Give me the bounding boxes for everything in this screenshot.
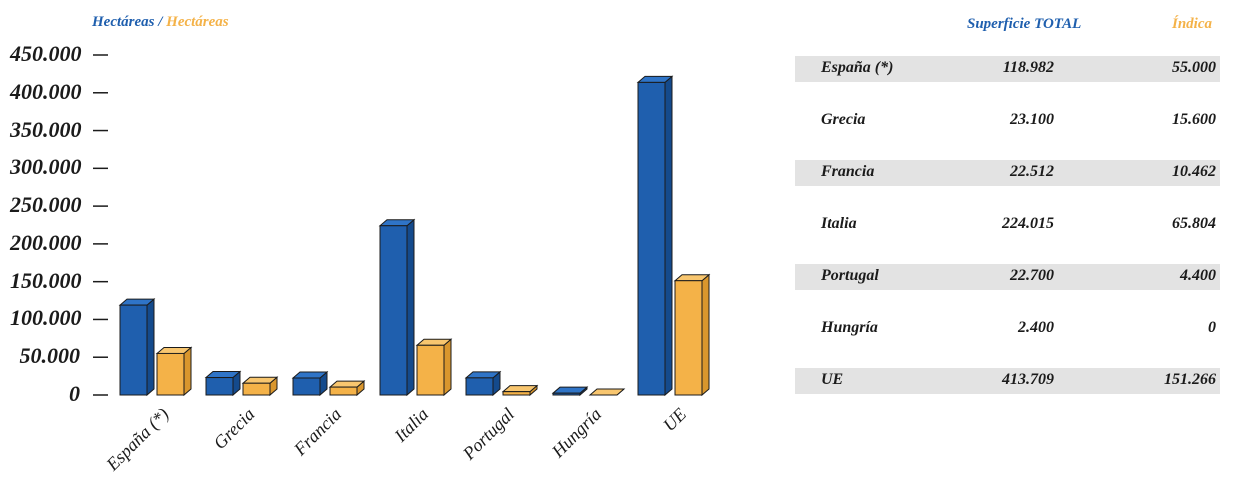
y-tick-label: 0 (69, 381, 80, 406)
table-header-total: Superficie TOTAL (967, 16, 1082, 32)
y-tick-label: 150.000 (10, 267, 82, 293)
row-country: Italia (821, 215, 857, 232)
legend-orange-label: Hectáreas (166, 14, 229, 30)
row-country: España (*) (821, 59, 894, 76)
row-indica: 151.266 (1164, 371, 1216, 388)
chart-legend: Hectáreas / Hectáreas (92, 14, 229, 31)
y-tick-label: 100.000 (10, 305, 82, 331)
bar-total (551, 386, 589, 397)
row-indica: 4.400 (1180, 267, 1216, 284)
y-tick-label: 50.000 (19, 343, 81, 369)
table-row: Hungría 2.400 0 (795, 316, 1220, 342)
legend-separator: / (158, 14, 163, 30)
bar-total (291, 370, 329, 397)
table-row: Francia 22.512 10.462 (795, 160, 1220, 186)
bar-indica (415, 338, 453, 397)
bar-total (378, 218, 416, 397)
row-indica: 65.804 (1172, 215, 1216, 232)
row-total: 224.015 (1002, 215, 1054, 232)
bar-indica (328, 380, 366, 397)
row-total: 22.700 (1010, 267, 1054, 284)
table-row: Portugal 22.700 4.400 (795, 264, 1220, 290)
bar-indica (155, 346, 193, 397)
bar-chart (93, 54, 711, 397)
bar-total (636, 75, 674, 397)
row-country: Hungría (821, 319, 878, 336)
bar-indica (241, 376, 279, 397)
row-total: 23.100 (1010, 111, 1054, 128)
y-tick-label: 350.000 (10, 116, 82, 142)
row-country: Grecia (821, 111, 866, 128)
row-total: 413.709 (1002, 371, 1054, 388)
bar-total (204, 370, 242, 397)
y-tick-label: 300.000 (10, 154, 82, 180)
table-row: España (*) 118.982 55.000 (795, 56, 1220, 82)
row-total: 118.982 (1002, 59, 1054, 76)
y-tick-label: 400.000 (10, 78, 82, 104)
row-country: UE (821, 371, 844, 388)
row-country: Portugal (821, 267, 879, 284)
row-total: 22.512 (1010, 163, 1054, 180)
row-country: Francia (821, 163, 875, 180)
table-row: UE 413.709 151.266 (795, 368, 1220, 394)
row-indica: 15.600 (1172, 111, 1216, 128)
row-total: 2.400 (1018, 319, 1054, 336)
row-indica: 0 (1208, 319, 1216, 336)
legend-blue-label: Hectáreas (92, 14, 155, 30)
y-tick-label: 250.000 (10, 192, 82, 218)
bar-total (464, 370, 502, 397)
y-tick-label: 450.000 (10, 41, 82, 66)
row-indica: 55.000 (1172, 59, 1216, 76)
bar-indica (673, 273, 711, 397)
bar-indica (588, 388, 626, 396)
table-header-indica: Índica (1172, 16, 1213, 32)
table-row: Grecia 23.100 15.600 (795, 108, 1220, 134)
y-tick-label: 200.000 (10, 229, 82, 255)
bar-total (118, 298, 156, 397)
table-row: Italia 224.015 65.804 (795, 212, 1220, 238)
bar-indica (501, 384, 539, 397)
row-indica: 10.462 (1172, 163, 1216, 180)
